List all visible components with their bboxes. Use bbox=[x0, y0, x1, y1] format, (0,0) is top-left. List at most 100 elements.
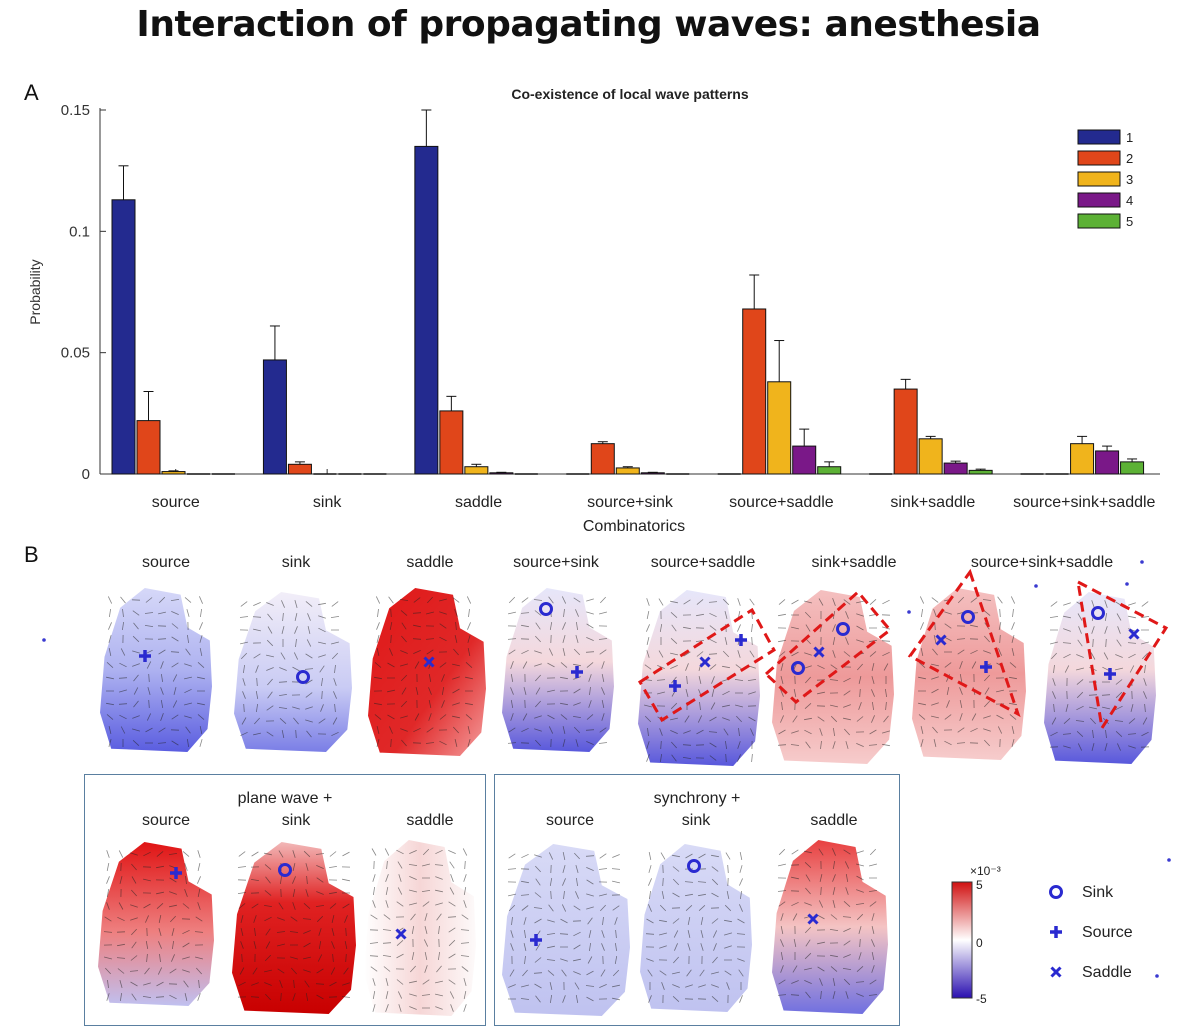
bar bbox=[464, 466, 489, 475]
synchrony-label-sink: sink bbox=[681, 812, 711, 829]
stray-dot bbox=[1034, 584, 1038, 588]
bar bbox=[615, 467, 640, 475]
map-source-saddle bbox=[638, 590, 760, 766]
bar bbox=[262, 359, 287, 475]
sink-marker bbox=[961, 610, 975, 624]
bar bbox=[742, 308, 767, 475]
y-axis-label: Probability bbox=[27, 259, 43, 324]
chart-title: Co-existence of local wave patterns bbox=[511, 86, 749, 102]
bar bbox=[590, 443, 615, 475]
legend-label: 2 bbox=[1126, 151, 1133, 166]
synchrony-label-source: source bbox=[545, 812, 595, 829]
vector-field bbox=[643, 598, 757, 763]
vector-field bbox=[507, 596, 608, 748]
map-sink bbox=[234, 592, 352, 752]
vector-field bbox=[106, 596, 205, 748]
sink-marker bbox=[296, 670, 310, 684]
highlight-source-sink-saddle-1 bbox=[907, 568, 1021, 718]
map-label-source-sink-saddle: source+sink+saddle bbox=[970, 554, 1114, 571]
colorbar-exponent: ×10⁻³ bbox=[970, 864, 1001, 878]
bar bbox=[893, 388, 918, 475]
x-tick-label: sink bbox=[313, 494, 342, 511]
y-tick-label: 0 bbox=[82, 466, 90, 483]
legend-swatch bbox=[1077, 150, 1121, 166]
vector-field bbox=[1049, 600, 1150, 752]
map-source-sink-saddle-1 bbox=[912, 588, 1026, 760]
plane-wave-label-sink: sink bbox=[281, 812, 311, 829]
source-marker bbox=[980, 661, 992, 673]
map-label-source-saddle: source+saddle bbox=[650, 554, 756, 571]
sink-marker bbox=[1091, 606, 1105, 620]
vector-field bbox=[373, 596, 473, 748]
x-tick-label: source+sink bbox=[587, 494, 674, 511]
map-source-sink bbox=[502, 588, 614, 752]
sink-marker bbox=[1049, 885, 1063, 899]
map-label-source: source bbox=[141, 554, 191, 571]
colorbar-tick-max: 5 bbox=[976, 878, 983, 892]
map-label-source-sink: source+sink bbox=[513, 554, 599, 571]
marker-legend-sink: Sink bbox=[1082, 884, 1114, 901]
bar bbox=[640, 472, 665, 475]
highlight-sink-saddle bbox=[763, 589, 893, 704]
legend-label: 4 bbox=[1126, 193, 1133, 208]
bar bbox=[918, 438, 943, 475]
saddle-marker bbox=[935, 634, 947, 646]
colorbar bbox=[951, 881, 973, 999]
synchrony-title: synchrony + bbox=[653, 790, 741, 807]
colorbar-tick-min: -5 bbox=[976, 992, 987, 1006]
bar bbox=[1070, 443, 1095, 475]
map-source bbox=[100, 588, 212, 752]
legend-label: 3 bbox=[1126, 172, 1133, 187]
legend-swatch bbox=[1077, 129, 1121, 145]
synchrony-label-saddle: saddle bbox=[810, 812, 858, 829]
map-source-sink-saddle-2 bbox=[1044, 592, 1156, 764]
saddle-marker bbox=[699, 656, 711, 668]
source-marker bbox=[735, 634, 747, 646]
x-tick-label: source bbox=[152, 494, 200, 511]
synchrony-box bbox=[494, 774, 900, 1026]
bar bbox=[1120, 461, 1145, 475]
bar bbox=[1095, 450, 1120, 475]
x-tick-label: sink+saddle bbox=[890, 494, 975, 511]
bar bbox=[489, 472, 514, 475]
marker-legend-source: Source bbox=[1082, 924, 1133, 941]
source-marker bbox=[139, 650, 151, 662]
panel-b-letter: B bbox=[24, 542, 39, 567]
saddle-marker bbox=[1050, 966, 1062, 978]
map-sink-saddle bbox=[772, 590, 894, 764]
bar bbox=[792, 445, 817, 475]
vector-field bbox=[777, 598, 891, 750]
marker-legend-saddle: Saddle bbox=[1082, 964, 1132, 981]
vector-field bbox=[239, 599, 340, 739]
colorbar-tick-zero: 0 bbox=[976, 936, 983, 950]
plane-wave-box bbox=[84, 774, 486, 1026]
sink-marker bbox=[791, 661, 805, 675]
map-label-saddle: saddle bbox=[406, 554, 454, 571]
map-label-sink: sink bbox=[281, 554, 311, 571]
source-marker bbox=[1104, 668, 1116, 680]
bar-chart: 0 0.05 0.1 0.15 Probability Combinatorics sour… bbox=[27, 102, 1160, 535]
plane-wave-label-source: source bbox=[141, 812, 191, 829]
highlight-source-saddle bbox=[637, 607, 776, 723]
x-tick-label: saddle bbox=[455, 494, 502, 511]
legend-label: 5 bbox=[1126, 214, 1133, 229]
legend-label: 1 bbox=[1126, 130, 1133, 145]
source-marker bbox=[669, 680, 681, 692]
map-label-sink-saddle: sink+saddle bbox=[811, 554, 897, 571]
plane-wave-title: plane wave + bbox=[237, 790, 333, 807]
plane-wave-label-saddle: saddle bbox=[406, 812, 454, 829]
bar bbox=[817, 466, 842, 475]
slide-title: Interaction of propagating waves: anesth… bbox=[136, 4, 1041, 45]
y-tick-label: 0.05 bbox=[61, 345, 90, 362]
legend-swatch bbox=[1077, 213, 1121, 229]
x-axis-label: Combinatorics bbox=[583, 518, 685, 535]
source-marker bbox=[571, 666, 583, 678]
legend-swatch bbox=[1077, 171, 1121, 187]
highlight-source-sink-saddle-2 bbox=[1076, 579, 1169, 733]
bar bbox=[943, 462, 968, 475]
stray-dot bbox=[42, 638, 46, 642]
saddle-marker bbox=[423, 656, 435, 668]
saddle-marker bbox=[1128, 628, 1140, 640]
stray-dot bbox=[1125, 582, 1129, 586]
bar bbox=[161, 471, 186, 475]
